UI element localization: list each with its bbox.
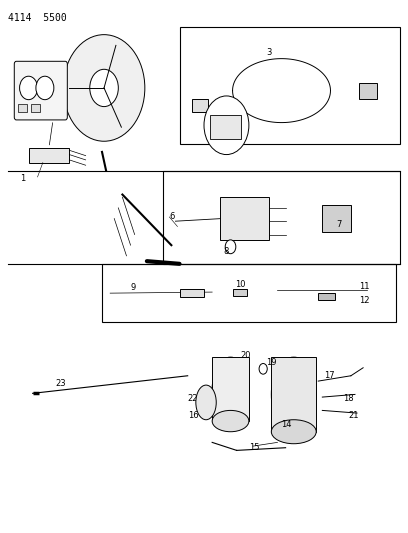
Circle shape (36, 76, 54, 100)
Text: 21: 21 (349, 411, 359, 421)
Circle shape (63, 35, 145, 141)
Bar (18, 104, 27, 112)
Text: 8: 8 (224, 247, 229, 256)
Circle shape (259, 364, 267, 374)
Bar (210, 115, 241, 139)
Bar (102, 264, 396, 322)
Text: 3: 3 (266, 48, 272, 57)
Text: 4114  5500: 4114 5500 (8, 13, 67, 23)
Text: 11: 11 (359, 282, 370, 291)
Circle shape (225, 240, 236, 254)
Text: 12: 12 (359, 296, 370, 305)
Circle shape (20, 76, 38, 100)
Bar (220, 197, 269, 240)
Bar (233, 289, 247, 296)
FancyBboxPatch shape (14, 61, 67, 120)
Ellipse shape (212, 410, 249, 432)
Bar (212, 357, 249, 421)
Text: 10: 10 (235, 280, 245, 289)
Ellipse shape (271, 357, 316, 432)
Text: 23: 23 (55, 379, 66, 389)
Text: 17: 17 (324, 372, 335, 381)
Text: 1: 1 (20, 174, 25, 183)
Bar (322, 205, 351, 232)
Bar (31, 104, 40, 112)
Text: 6: 6 (169, 212, 175, 221)
Ellipse shape (196, 385, 216, 420)
Text: 19: 19 (266, 358, 277, 367)
Text: 9: 9 (131, 284, 136, 293)
Text: 7: 7 (337, 220, 342, 229)
Text: 4: 4 (222, 122, 228, 131)
Bar (180, 27, 400, 144)
Circle shape (90, 69, 118, 107)
Bar (359, 83, 377, 99)
Bar (271, 357, 316, 432)
Text: 22: 22 (188, 394, 198, 403)
Bar (180, 289, 204, 297)
Text: 14: 14 (281, 421, 291, 430)
Text: 16: 16 (188, 411, 198, 421)
Text: 15: 15 (249, 443, 259, 453)
Text: 20: 20 (241, 351, 251, 360)
Bar (318, 293, 335, 300)
Ellipse shape (212, 357, 249, 421)
Bar (163, 171, 400, 264)
Circle shape (204, 96, 249, 155)
Bar (29, 148, 69, 163)
Bar (192, 99, 208, 112)
Ellipse shape (271, 420, 316, 443)
Text: 18: 18 (343, 394, 353, 403)
